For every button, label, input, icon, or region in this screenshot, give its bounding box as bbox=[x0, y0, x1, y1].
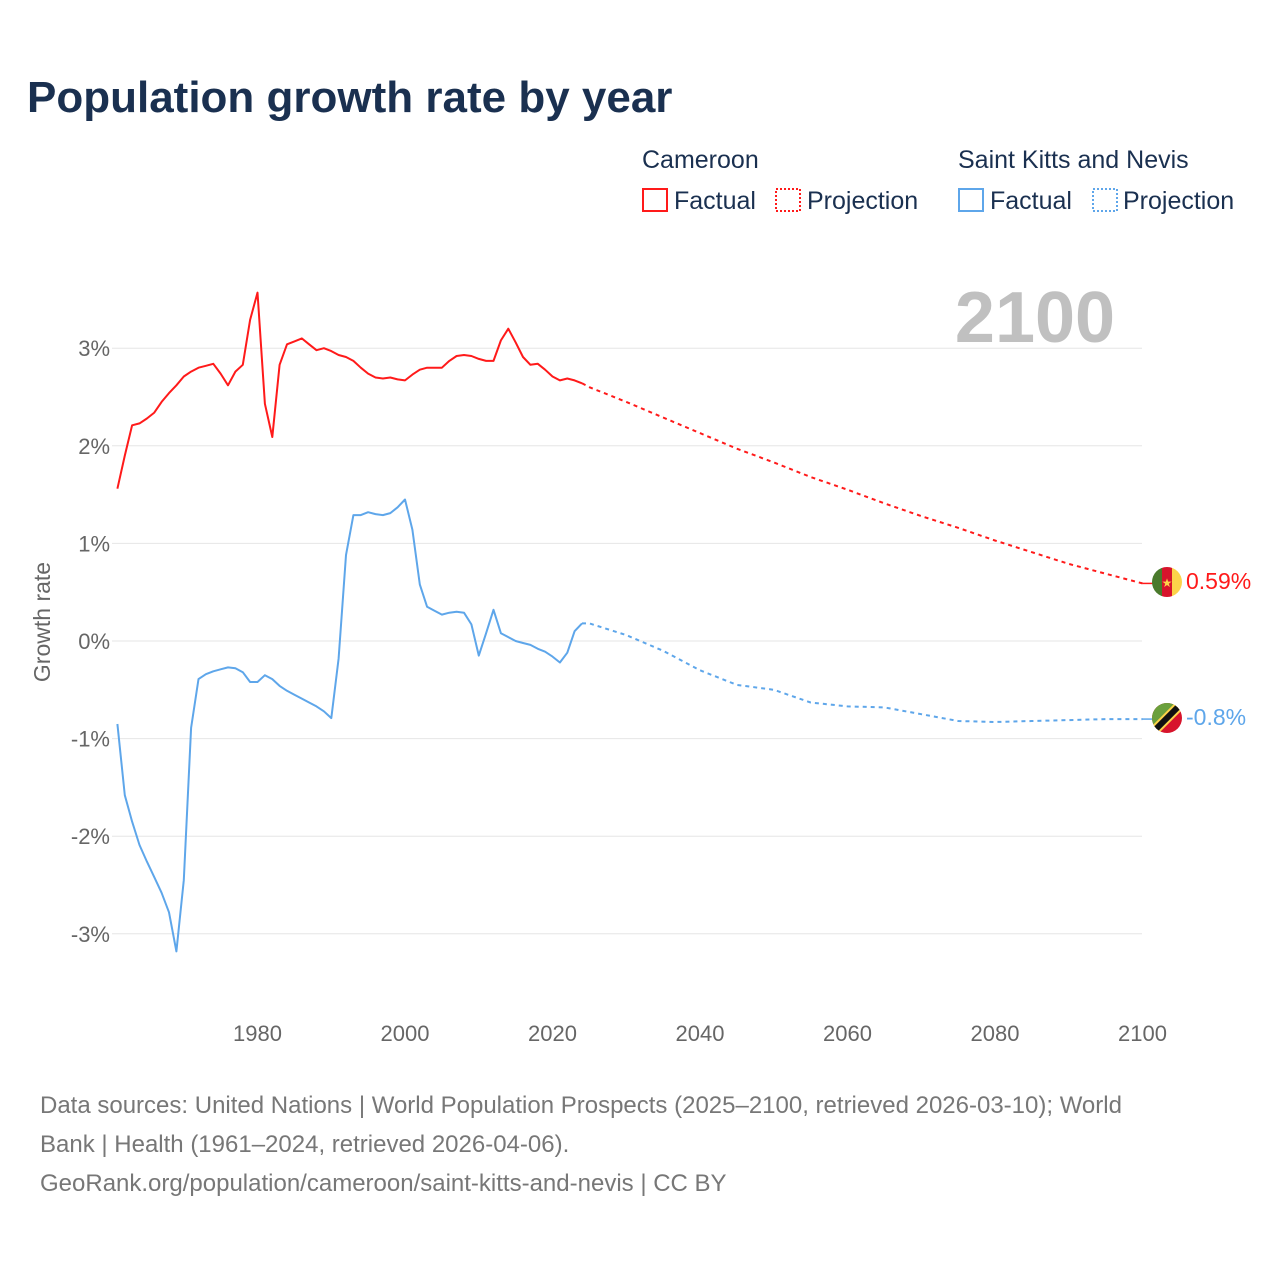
legend-swatch-cameroon-factual bbox=[642, 188, 668, 212]
x-tick-label: 2100 bbox=[1118, 1021, 1167, 1046]
y-axis-ticks: 3% 2% 1% 0% -1% -2% -3% bbox=[71, 336, 110, 947]
x-tick-label: 2080 bbox=[971, 1021, 1020, 1046]
y-tick-label: -3% bbox=[71, 922, 110, 947]
legend-cameroon-projection[interactable]: Projection bbox=[807, 187, 918, 215]
end-label-cameroon: 0.59% bbox=[1186, 568, 1251, 594]
source-line-2: Bank | Health (1961–2024, retrieved 2026… bbox=[40, 1131, 569, 1158]
series-lines bbox=[116, 291, 1153, 953]
source-url[interactable]: GeoRank.org/population/cameroon/saint-ki… bbox=[40, 1170, 727, 1197]
legend-saint-kitts-projection[interactable]: Projection bbox=[1123, 187, 1234, 215]
x-tick-label: 2060 bbox=[823, 1021, 872, 1046]
legend-saint-kitts-factual[interactable]: Factual bbox=[990, 187, 1072, 215]
flag-cameroon-icon: ★ bbox=[1152, 567, 1182, 597]
end-label-saint-kitts: -0.8% bbox=[1186, 704, 1246, 730]
line-cameroon-projection bbox=[581, 382, 1143, 585]
legend-group-saint-kitts: Saint Kitts and Nevis bbox=[958, 146, 1189, 174]
legend-swatch-saint-kitts-projection bbox=[1092, 188, 1118, 212]
legend-cameroon-factual[interactable]: Factual bbox=[674, 187, 756, 215]
line-saint-kitts-and-nevis-projection bbox=[582, 622, 1143, 724]
y-axis-label: Growth rate bbox=[29, 562, 55, 682]
legend-swatch-saint-kitts-factual bbox=[958, 188, 984, 212]
legend: Cameroon Factual Projection Saint Kitts … bbox=[642, 146, 1234, 215]
source-line-1: Data sources: United Nations | World Pop… bbox=[40, 1092, 1122, 1119]
y-tick-label: 3% bbox=[78, 336, 110, 361]
x-tick-label: 1980 bbox=[233, 1021, 282, 1046]
svg-text:★: ★ bbox=[1162, 576, 1173, 590]
y-tick-label: -1% bbox=[71, 727, 110, 752]
x-tick-label: 2040 bbox=[676, 1021, 725, 1046]
gridlines bbox=[112, 347, 1142, 935]
chart-title: Population growth rate by year bbox=[27, 73, 672, 122]
legend-group-cameroon: Cameroon bbox=[642, 146, 759, 174]
x-tick-label: 2020 bbox=[528, 1021, 577, 1046]
x-axis-ticks: 1980 2000 2020 2040 2060 2080 2100 bbox=[233, 1021, 1167, 1046]
x-tick-label: 2000 bbox=[381, 1021, 430, 1046]
y-tick-label: 2% bbox=[78, 434, 110, 459]
current-year-label: 2100 bbox=[955, 278, 1115, 358]
y-tick-label: 0% bbox=[78, 629, 110, 654]
flag-saint-kitts-icon bbox=[1152, 703, 1182, 733]
y-tick-label: 1% bbox=[78, 531, 110, 556]
line-saint-kitts-and-nevis-factual bbox=[116, 498, 583, 953]
line-cameroon-factual bbox=[116, 291, 583, 489]
y-tick-label: -2% bbox=[71, 824, 110, 849]
legend-swatch-cameroon-projection bbox=[775, 188, 801, 212]
